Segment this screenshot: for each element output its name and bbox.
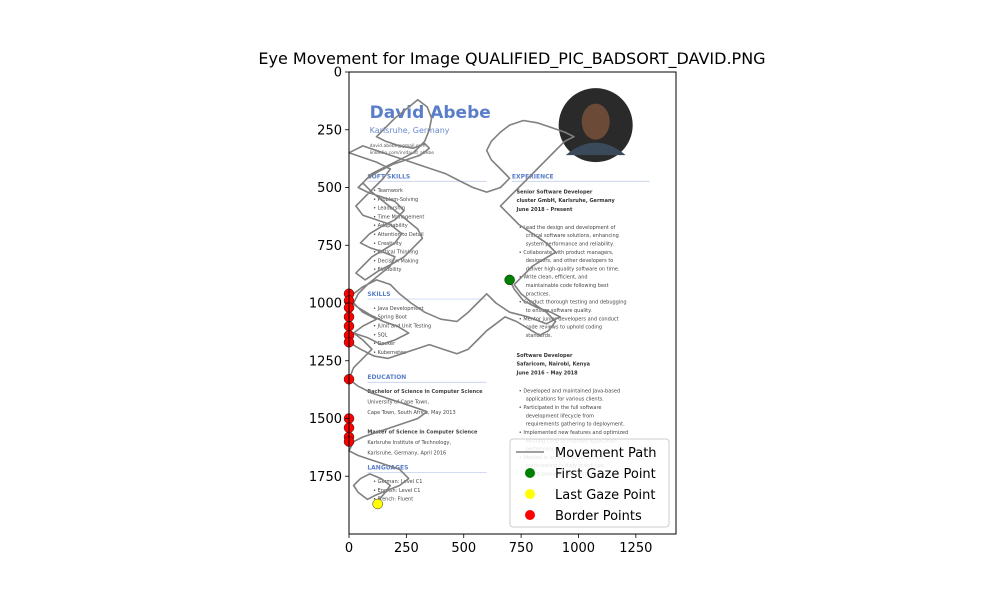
- resume-linkedin: linkedin.com/in/david_abebe: [370, 150, 435, 156]
- y-tick-label: 250: [317, 123, 342, 138]
- axis-ticks: 0 250 500 750 1000 1250 0 250 500 750 1000 1250 1500…: [309, 66, 652, 557]
- legend-dot-swatch: [525, 468, 535, 478]
- resume-job-header: Safaricom, Nairobi, Kenya: [517, 362, 590, 368]
- legend: Movement Path First Gaze Point Last Gaze P…: [509, 438, 670, 528]
- resume-job-bullet: • Lead the design and development of: [519, 225, 616, 231]
- resume-item: • Leadership: [373, 206, 405, 212]
- resume-job-header: June 2016 – May 2018: [516, 370, 579, 376]
- resume-section-heading: SOFT SKILLS: [367, 173, 410, 180]
- x-tick-label: 750: [509, 541, 534, 556]
- legend-dot-swatch: [525, 489, 535, 499]
- resume-job-bullet: development lifecycle from: [526, 413, 594, 419]
- resume-item: • Spring Boot: [373, 315, 407, 321]
- resume-item: • Time Management: [373, 214, 424, 220]
- legend-label: Last Gaze Point: [555, 488, 655, 503]
- resume-item: Karlsruhe, Germany, April 2016: [367, 450, 446, 456]
- movement-path-layer: [348, 98, 575, 505]
- resume-job-bullet: • Participated in the full software: [519, 405, 602, 411]
- legend-box: [509, 438, 670, 528]
- resume-section-heading: LANGUAGES: [367, 464, 408, 471]
- resume-job-bullet: to ensure software quality.: [526, 308, 593, 314]
- first-gaze-point-marker: [504, 274, 515, 286]
- resume-item: Bachelor of Science in Computer Science: [367, 389, 483, 395]
- x-tick-label: 250: [394, 541, 419, 556]
- resume-job-bullet: • Implemented new features and optimized: [519, 430, 628, 436]
- y-tick-label: 500: [317, 181, 342, 196]
- resume-item: Master of Science in Computer Science: [367, 430, 478, 436]
- resume-location: Karlsruhe, Germany: [370, 126, 450, 135]
- resume-item: • English: Level C1: [373, 488, 420, 494]
- resume-job-bullet: • Collaborate with product managers,: [519, 250, 614, 256]
- resume-item: • JUnit and Unit Testing: [373, 323, 431, 329]
- resume-item: Cape Town, South Africa, May 2013: [367, 410, 455, 416]
- resume-item: • Adaptability: [373, 223, 408, 229]
- last-gaze-point-marker: [372, 498, 383, 510]
- resume-job-bullet: • Conduct thorough testing and debugging: [519, 300, 627, 306]
- resume-experience-heading: EXPERIENCE: [512, 173, 554, 180]
- resume-item: • Teamwork: [373, 188, 403, 194]
- x-tick-label: 1000: [562, 541, 595, 556]
- x-tick-label: 0: [345, 541, 353, 556]
- resume-job-bullet: practices.: [526, 291, 551, 297]
- resume-job-header: Senior Software Developer: [517, 189, 593, 195]
- resume-section-heading: EDUCATION: [367, 374, 406, 381]
- resume-item: • Kubernetes: [373, 350, 406, 356]
- resume-job-bullet: • Mentor junior developers and conduct: [519, 316, 619, 322]
- y-tick-label: 1250: [309, 354, 342, 369]
- y-tick-label: 1000: [309, 297, 342, 312]
- chart-title: Eye Movement for Image QUALIFIED_PIC_BAD…: [258, 49, 765, 69]
- resume-photo-face: [581, 103, 610, 140]
- resume-item: • Problem-Solving: [373, 197, 418, 203]
- legend-label: Movement Path: [555, 446, 657, 461]
- resume-item: • German: Level C1: [373, 479, 422, 485]
- resume-item: • Flexibility: [373, 267, 401, 273]
- resume-item: • Critical Thinking: [373, 250, 418, 256]
- resume-item: • French: Fluent: [373, 497, 413, 503]
- resume-item: • SQL: [373, 332, 388, 338]
- resume-item: • Attention to Detail: [373, 232, 424, 238]
- resume-photo-shoulders: [565, 142, 626, 156]
- resume-job-header: June 2018 – Present: [516, 207, 573, 213]
- resume-job-header: Software Developer: [517, 353, 574, 359]
- resume-item: • Creativity: [373, 241, 402, 247]
- x-tick-label: 1250: [619, 541, 652, 556]
- resume-job-bullet: critical software solutions, enhancing: [526, 233, 619, 239]
- legend-label: Border Points: [555, 509, 642, 524]
- resume-job-bullet: • Write clean, efficient, and: [519, 275, 588, 281]
- resume-job-bullet: maintainable code following best: [526, 283, 609, 289]
- resume-job-header: cluster GmbH, Karlsruhe, Germany: [517, 198, 616, 204]
- resume-job-bullet: code reviews to uphold coding: [526, 325, 602, 331]
- resume-job-bullet: system performance and reliability.: [526, 241, 615, 247]
- resume-section-heading: SKILLS: [367, 291, 390, 298]
- y-tick-label: 750: [317, 239, 342, 254]
- resume-job-bullet: applications for various clients.: [526, 397, 604, 403]
- resume-job-bullet: • Developed and maintained Java-based: [519, 388, 620, 394]
- resume-item: • Java Development: [373, 306, 423, 312]
- resume-item: Karlsruhe Institute of Technology,: [367, 440, 451, 446]
- movement-path-line: [348, 98, 575, 505]
- y-tick-label: 1750: [309, 470, 342, 485]
- resume-job-bullet: requirements gathering to deployment.: [526, 422, 625, 428]
- legend-label: First Gaze Point: [555, 467, 656, 482]
- resume-job-bullet: deliver high-quality software on time.: [526, 266, 620, 272]
- legend-dot-swatch: [525, 510, 535, 520]
- y-tick-label: 1500: [309, 412, 342, 427]
- resume-job-bullet: designers, and other developers to: [526, 258, 614, 264]
- x-tick-label: 500: [451, 541, 476, 556]
- y-tick-label: 0: [334, 66, 342, 81]
